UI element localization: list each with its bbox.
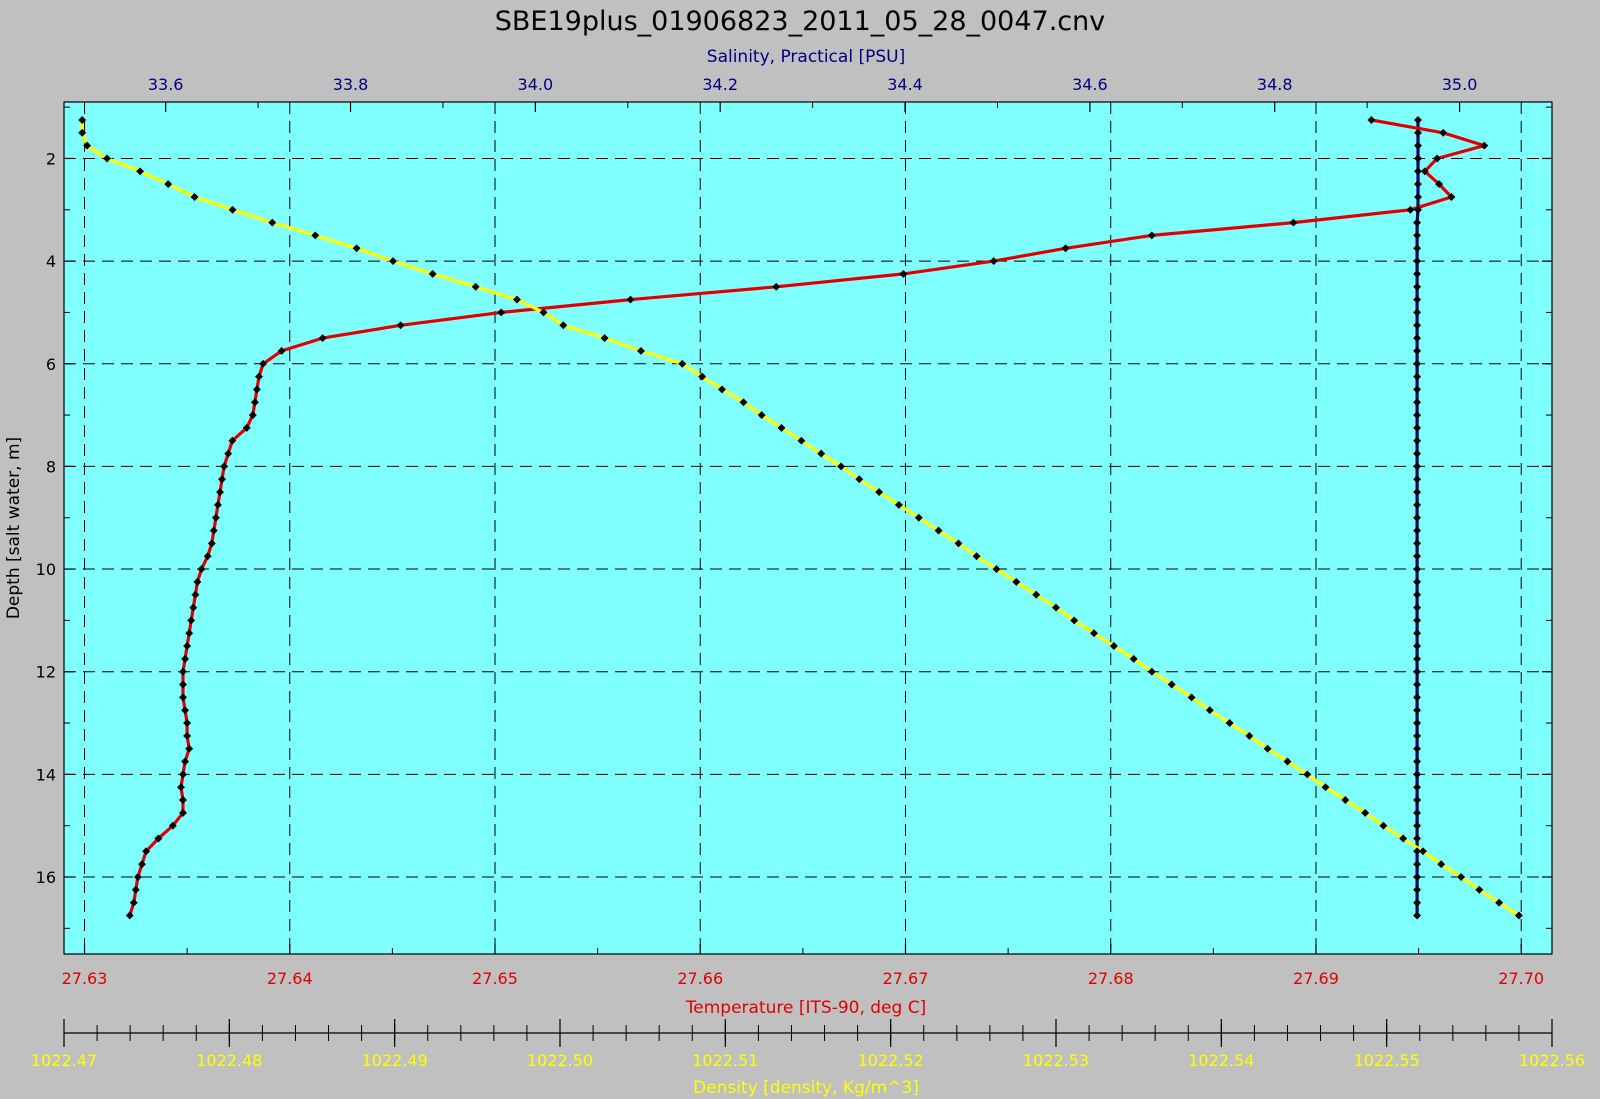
salinity-tick-label: 34.6 [1072,75,1108,94]
density-data-point [855,475,864,484]
temperature-data-point [191,590,200,599]
temperature-data-point [224,449,233,458]
temperature-data-point [228,436,237,445]
density-data-point [817,449,826,458]
depth-axis-label: Depth [salt water, m] [4,437,24,619]
density-data-point [136,167,145,176]
density-data-point [1012,577,1021,586]
temperature-data-point [277,346,286,355]
density-data-point [164,180,173,189]
tick-labels: 2 4 6 8 10 12 14 16 27.63 27.64 27.65 27.66 27.67 27.… [31,75,1585,1070]
temperature-data-point [220,462,229,471]
density-data-point [698,372,707,381]
density-data-point [190,193,199,201]
plot-border [63,101,1553,955]
density-tick-label: 1022.56 [1519,1051,1585,1070]
temperature-data-point [181,654,190,663]
temperature-data-point [259,359,268,368]
temperature-tick-label: 27.68 [1088,969,1134,988]
density-data-point [513,295,521,304]
density-data-point [228,205,237,214]
density-data-point [797,436,806,445]
density-data-point [757,411,766,420]
temperature-data-point [899,269,908,278]
temperature-data-point [125,911,134,920]
temperature-data-point [187,616,196,625]
chart-title: SBE19plus_01906823_2011_05_28_0047.cnv [495,6,1106,37]
salinity-tick-label: 34.4 [887,75,923,94]
temperature-data-point [207,539,216,548]
salinity-axis-label: Salinity, Practical [PSU] [707,47,905,67]
density-data-point [311,231,320,240]
temperature-tick-label: 27.66 [677,969,723,988]
density-axis-label: Density [density, Kg/m^3] [693,1078,919,1098]
density-tick-label: 1022.54 [1188,1051,1254,1070]
temperature-data-point [216,488,224,497]
tick-marks [64,102,1552,954]
depth-tick-label: 2 [46,149,56,168]
salinity-tick-label: 34.8 [1257,75,1293,94]
density-data-point [1303,770,1312,779]
salinity-tick-label: 35.0 [1442,75,1478,94]
depth-tick-label: 4 [46,252,56,271]
temperature-data-point [626,295,635,304]
temperature-tick-label: 27.63 [62,969,108,988]
density-data-point [1245,731,1254,740]
density-data-point [268,218,277,227]
density-tick-label: 1022.53 [1023,1051,1089,1070]
density-data-point [103,154,111,163]
temperature-data-point [154,834,163,843]
salinity-tick-label: 33.6 [148,75,184,94]
density-data-point [954,539,963,548]
depth-tick-label: 10 [36,560,56,579]
temperature-data-point [396,321,405,330]
density-data-point [894,500,903,509]
temperature-data-point [183,731,192,740]
depth-tick-label: 14 [36,765,56,784]
density-data-point [600,334,609,343]
salinity-tick-label: 34.2 [702,75,738,94]
depth-tick-label: 6 [46,355,56,374]
depth-tick-label: 12 [36,663,56,682]
temperature-data-point [248,411,257,420]
temperature-data-point [318,334,327,343]
temperature-tick-label: 27.65 [472,969,518,988]
temperature-tick-label: 27.67 [883,969,929,988]
depth-tick-label: 16 [36,868,56,887]
temperature-data-point [179,770,187,779]
temperature-data-point [179,808,187,817]
density-tick-label: 1022.49 [362,1051,428,1070]
density-tick-label: 1022.48 [196,1051,262,1070]
density-tick-label: 1022.52 [858,1051,924,1070]
density-data-point [471,282,480,291]
temperature-data-point [218,475,226,484]
temperature-tick-label: 27.69 [1293,969,1339,988]
temperature-data-point [179,693,187,702]
salinity-tick-label: 33.8 [333,75,369,94]
salinity-tick-label: 34.0 [518,75,554,94]
density-tick-label: 1022.50 [527,1051,593,1070]
density-data-point [352,244,361,253]
plot-area [64,102,1552,954]
density-tick-label: 1022.55 [1354,1051,1420,1070]
density-data-point [875,488,884,497]
density-tick-label: 1022.47 [31,1051,97,1070]
density-data-point [389,257,397,266]
temperature-data-point [211,513,220,522]
density-data-point [428,269,437,278]
temperature-data-point [255,372,263,381]
temperature-data-point [133,873,142,881]
temperature-data-point [242,423,251,432]
temperature-tick-label: 27.70 [1498,969,1544,988]
depth-tick-label: 8 [46,457,56,476]
temperature-tick-label: 27.64 [267,969,313,988]
density-tick-label: 1022.51 [692,1051,758,1070]
temperature-data-point [193,577,202,586]
temperature-axis-label: Temperature [ITS-90, deg C] [685,998,926,1018]
temperature-data-point [497,308,506,317]
density-data-point [78,116,87,124]
temperature-data-point [989,257,998,266]
gridlines [64,102,1552,954]
